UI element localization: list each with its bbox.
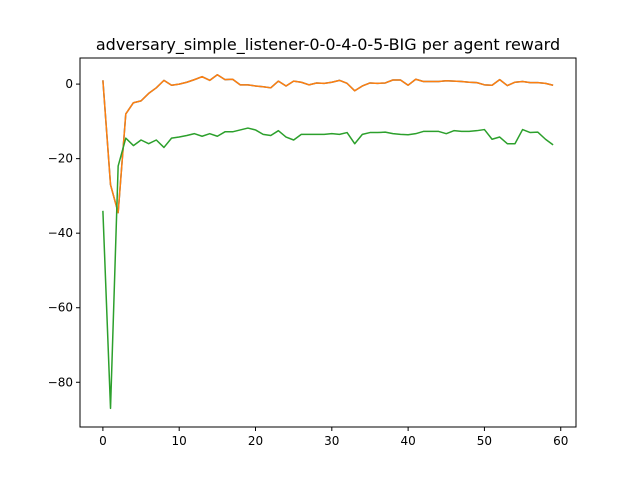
y-tick-label: −80: [48, 375, 73, 389]
plot-frame: [79, 57, 577, 428]
x-tick-label: 10: [172, 434, 187, 448]
series-line-2: [102, 74, 554, 214]
series-line-3: [102, 127, 554, 410]
y-tick-label: 0: [65, 77, 73, 91]
y-tick-label: −20: [48, 152, 73, 166]
x-tick-label: 40: [400, 434, 415, 448]
x-tick-label: 60: [553, 434, 568, 448]
x-tick-label: 0: [99, 434, 107, 448]
y-axis-ticks: 0 −20 −40 −60 −80: [48, 77, 80, 389]
x-tick-label: 30: [324, 434, 339, 448]
x-tick-label: 20: [248, 434, 263, 448]
series-line-1: [102, 74, 554, 214]
x-axis-ticks: 0 10 20 30 40 50 60: [99, 427, 568, 448]
y-tick-label: −60: [48, 301, 73, 315]
chart-title: adversary_simple_listener-0-0-4-0-5-BIG …: [96, 35, 560, 55]
plot-series-group: [102, 74, 554, 410]
y-tick-label: −40: [48, 226, 73, 240]
x-tick-label: 50: [477, 434, 492, 448]
